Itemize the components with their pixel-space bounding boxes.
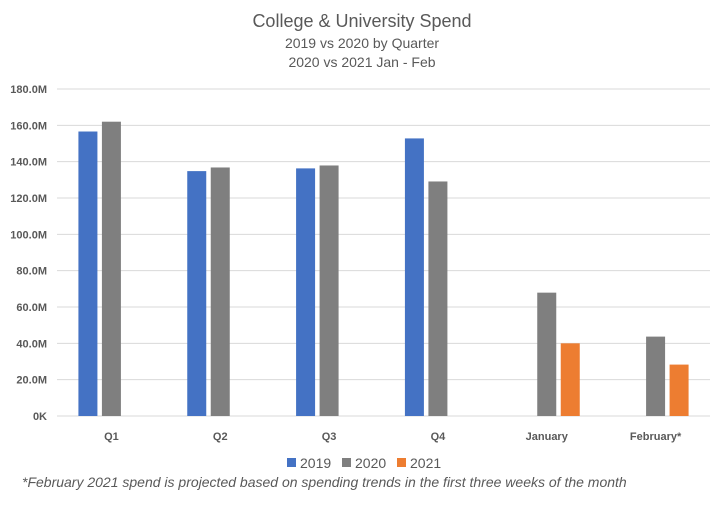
- y-tick-label: 20.0M: [16, 375, 47, 387]
- bar-2020-Q2: [210, 167, 230, 416]
- y-tick-label: 120.0M: [10, 193, 47, 205]
- bar-2020-Q1: [101, 121, 121, 416]
- x-tick-label: Q4: [431, 431, 447, 443]
- bar-2020-January: [537, 292, 557, 416]
- bar-2020-Q3: [319, 165, 339, 416]
- bar-2019-Q4: [404, 138, 424, 416]
- bar-2021-January: [560, 343, 580, 416]
- legend-label-2019: 2019: [300, 455, 331, 471]
- y-tick-label: 40.0M: [16, 338, 47, 350]
- legend-swatch-2019: [287, 458, 296, 467]
- y-tick-label: 0K: [33, 411, 47, 423]
- x-tick-label: Q1: [104, 431, 119, 443]
- legend-label-2021: 2021: [410, 455, 441, 471]
- legend-label-2020: 2020: [355, 455, 386, 471]
- chart-subtitle-2: 2020 vs 2021 Jan - Feb: [288, 54, 435, 70]
- footnote: *February 2021 spend is projected based …: [22, 474, 627, 490]
- y-tick-label: 60.0M: [16, 302, 47, 314]
- chart-title: College & University Spend: [252, 11, 471, 31]
- y-tick-label: 160.0M: [10, 120, 47, 132]
- legend-swatch-2021: [397, 458, 406, 467]
- legend-swatch-2020: [342, 458, 351, 467]
- bar-2020-February*: [646, 336, 666, 416]
- x-tick-label: Q2: [213, 431, 228, 443]
- bar-2019-Q2: [187, 171, 207, 416]
- x-tick-label: January: [526, 431, 569, 443]
- y-tick-label: 100.0M: [10, 229, 47, 241]
- bar-2020-Q4: [428, 181, 448, 416]
- bar-2019-Q3: [296, 168, 316, 416]
- chart-subtitle-1: 2019 vs 2020 by Quarter: [285, 35, 439, 51]
- bar-2019-Q1: [78, 131, 98, 416]
- x-tick-label: February*: [630, 431, 682, 443]
- x-tick-label: Q3: [322, 431, 337, 443]
- y-tick-label: 140.0M: [10, 157, 47, 169]
- y-tick-label: 180.0M: [10, 84, 47, 96]
- bar-2021-February*: [669, 364, 689, 416]
- y-tick-label: 80.0M: [16, 266, 47, 278]
